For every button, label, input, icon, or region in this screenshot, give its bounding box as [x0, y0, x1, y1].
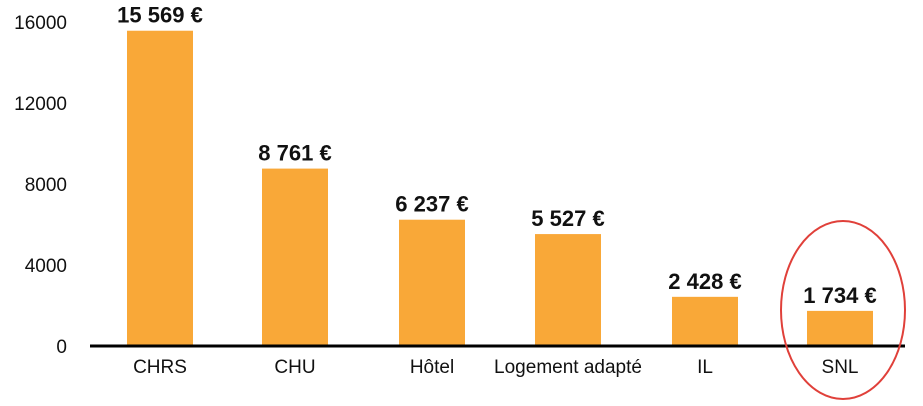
bar-value-label: 1 734 €	[803, 283, 876, 308]
bar	[672, 296, 738, 346]
y-tick-label: 8000	[25, 175, 67, 196]
category-label: SNL	[822, 357, 859, 378]
y-tick-label: 16000	[14, 13, 67, 34]
bar-value-label: 5 527 €	[531, 206, 604, 231]
category-label: IL	[697, 357, 713, 378]
category-labels: CHRS CHU Hôtel Logement adapté IL SNL	[133, 357, 858, 378]
category-label: CHRS	[133, 357, 187, 378]
bar	[262, 168, 328, 346]
y-tick-label: 0	[56, 337, 67, 358]
bars	[127, 30, 873, 346]
bar-value-label: 15 569 €	[117, 3, 203, 28]
highlight-circle	[780, 220, 906, 400]
y-axis-ticks: 0 4000 8000 12000 16000	[14, 13, 67, 358]
bar-value-label: 2 428 €	[668, 269, 741, 294]
y-tick-label: 4000	[25, 256, 67, 277]
bar	[807, 310, 873, 346]
category-label: Hôtel	[410, 357, 454, 378]
category-label: CHU	[274, 357, 315, 378]
y-tick-label: 12000	[14, 94, 67, 115]
bar	[127, 30, 193, 346]
value-labels: 15 569 € 8 761 € 6 237 € 5 527 € 2 428 € 1 73…	[117, 3, 877, 308]
bar-value-label: 8 761 €	[258, 141, 331, 166]
category-label: Logement adapté	[494, 357, 642, 378]
bar-value-label: 6 237 €	[395, 192, 468, 217]
bar	[399, 219, 465, 346]
bar	[535, 234, 601, 346]
